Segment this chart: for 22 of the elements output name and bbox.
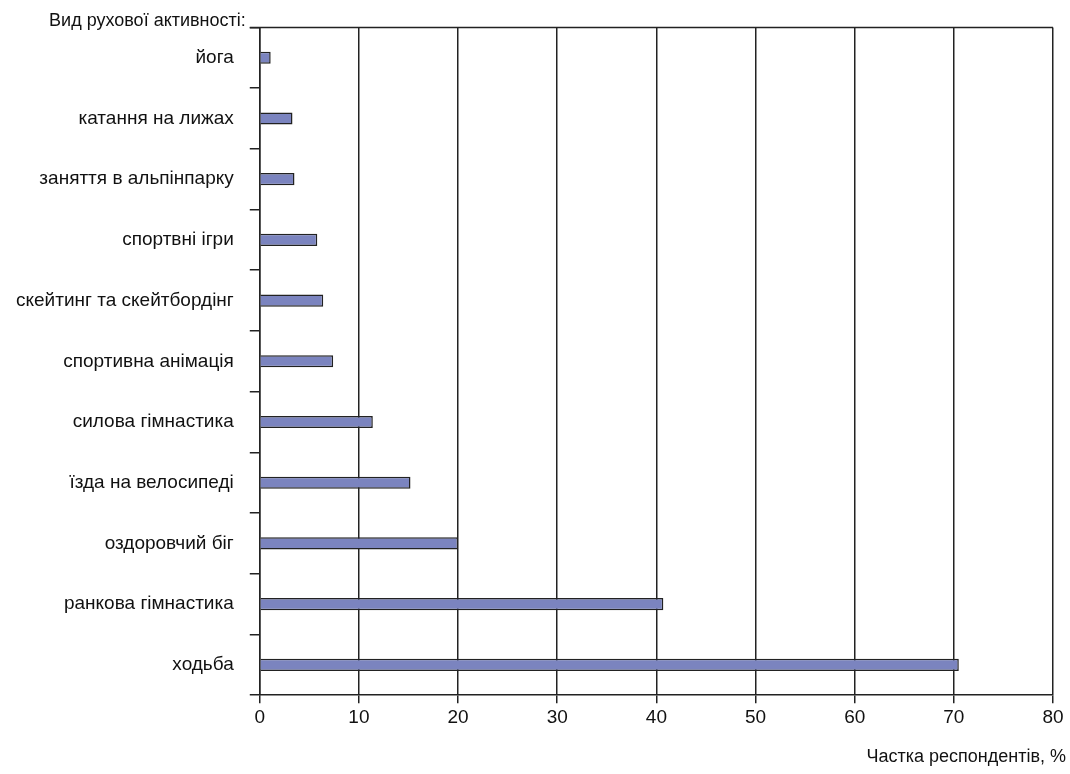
x-tick-label: 0 bbox=[254, 705, 266, 727]
x-tick-label: 20 bbox=[447, 705, 469, 727]
y-tick-label: спортвні ігри bbox=[122, 228, 234, 250]
x-axis-title: Частка респондентів, % bbox=[866, 746, 1066, 767]
y-tick-label: їзда на велосипеді bbox=[68, 470, 234, 492]
y-tick-label: спортивна анімація bbox=[63, 349, 234, 371]
y-tick-label: скейтинг та скейтбордінг bbox=[16, 288, 234, 310]
y-tick-label: йога bbox=[195, 45, 235, 67]
x-tick-label: 70 bbox=[943, 705, 965, 727]
y-tick-label: силова гімнастика bbox=[72, 410, 235, 432]
x-tick-label: 10 bbox=[348, 705, 370, 727]
y-axis-title: Вид рухової активності: bbox=[49, 10, 246, 31]
x-tick-label: 40 bbox=[645, 705, 667, 727]
x-tick-label: 80 bbox=[1042, 705, 1064, 727]
y-tick-label: оздоровчий біг bbox=[104, 531, 234, 553]
y-tick-label: заняття в альпінпарку bbox=[39, 167, 235, 189]
x-tick-label: 50 bbox=[744, 705, 767, 727]
x-tick-label: 60 bbox=[844, 705, 866, 727]
y-tick-label: катання на лижах bbox=[78, 106, 235, 128]
x-tick-label: 30 bbox=[546, 705, 568, 727]
y-tick-label: ранкова гімнастика bbox=[63, 592, 235, 614]
y-tick-label: ходьба bbox=[172, 653, 235, 675]
